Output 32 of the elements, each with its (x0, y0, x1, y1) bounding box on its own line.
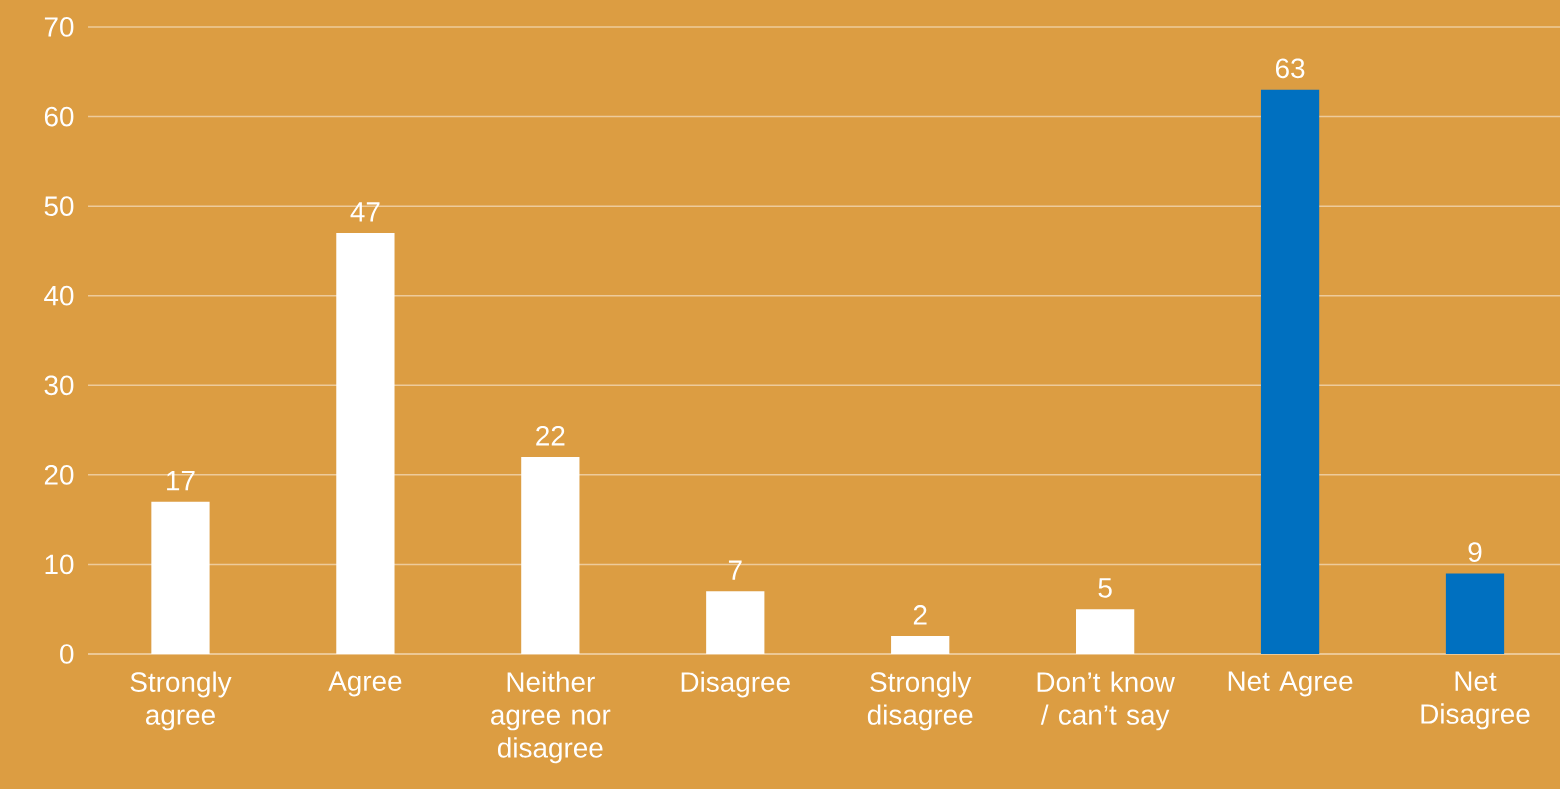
data-label: 47 (350, 202, 380, 222)
y-tick-label: 40 (44, 285, 74, 306)
bar (151, 501, 210, 654)
data-label: 17 (167, 471, 195, 491)
y-tick-label: 30 (44, 375, 74, 396)
x-tick-label: Strongly disagree (867, 671, 973, 731)
x-tick-label: Disagree (681, 671, 790, 698)
x-tick-label: Agree (328, 671, 402, 697)
data-label: 9 (1468, 542, 1482, 562)
bar (1445, 573, 1505, 654)
x-tick-label: Net Agree (1228, 671, 1353, 697)
data-label: 2 (913, 605, 927, 625)
data-label: 22 (536, 425, 565, 446)
bar (706, 591, 765, 654)
y-tick-label: 60 (44, 106, 74, 127)
bar (1260, 89, 1320, 654)
data-label: 5 (1098, 578, 1112, 598)
x-tick-label: Don’t know / can’t say (1037, 671, 1175, 731)
x-tick-label: Strongly agree (130, 671, 232, 731)
bar (521, 456, 580, 654)
y-tick-label: 70 (44, 17, 74, 37)
y-tick-label: 10 (45, 554, 74, 575)
data-label: 63 (1275, 58, 1305, 79)
y-tick-label: 20 (44, 464, 74, 485)
y-tick-label: 50 (44, 196, 74, 216)
data-label: 7 (728, 560, 742, 580)
bar (336, 233, 395, 654)
bar (1076, 609, 1135, 654)
y-tick-label: 0 (60, 644, 74, 664)
x-tick-label: Neither agree nor disagree (491, 671, 611, 764)
x-tick-label: Net Disagree (1421, 671, 1530, 730)
bar (891, 636, 950, 654)
